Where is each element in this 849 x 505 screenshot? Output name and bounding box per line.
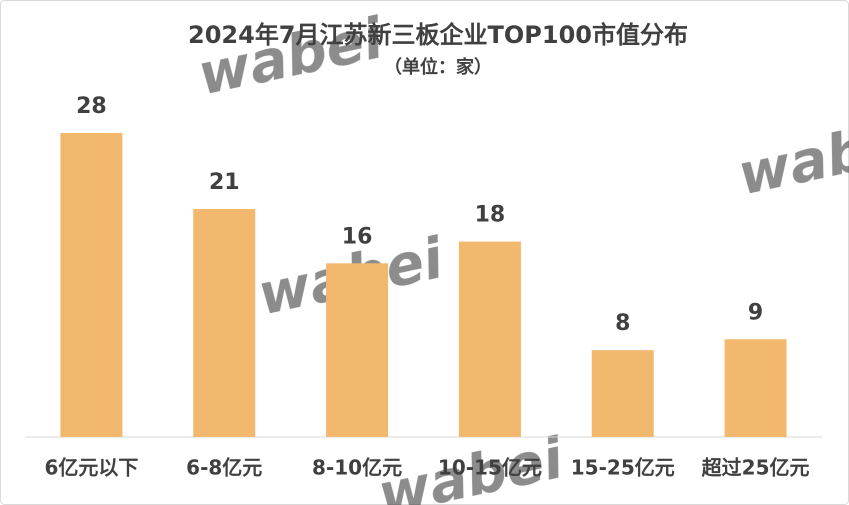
x-tick-label: 超过25亿元 <box>701 456 810 480</box>
data-label: 16 <box>342 224 373 249</box>
x-tick-label: 10-15亿元 <box>438 456 542 480</box>
bar <box>193 209 256 437</box>
bar <box>591 350 654 437</box>
bar <box>724 339 787 437</box>
data-label: 9 <box>748 300 763 325</box>
data-label: 21 <box>209 170 240 195</box>
chart-subtitle: （单位：家） <box>384 56 492 78</box>
data-label: 18 <box>475 203 506 228</box>
x-tick-label: 8-10亿元 <box>312 456 402 480</box>
bar <box>458 241 521 437</box>
bar <box>326 263 389 437</box>
x-tick-label: 15-25亿元 <box>571 456 675 480</box>
data-label: 28 <box>76 94 107 119</box>
chart-title: 2024年7月江苏新三板企业TOP100市值分布 <box>188 21 688 49</box>
x-tick-label: 6-8亿元 <box>186 456 262 480</box>
bar <box>60 133 123 437</box>
x-tick-label: 6亿元以下 <box>44 456 138 480</box>
data-label: 8 <box>615 311 630 336</box>
